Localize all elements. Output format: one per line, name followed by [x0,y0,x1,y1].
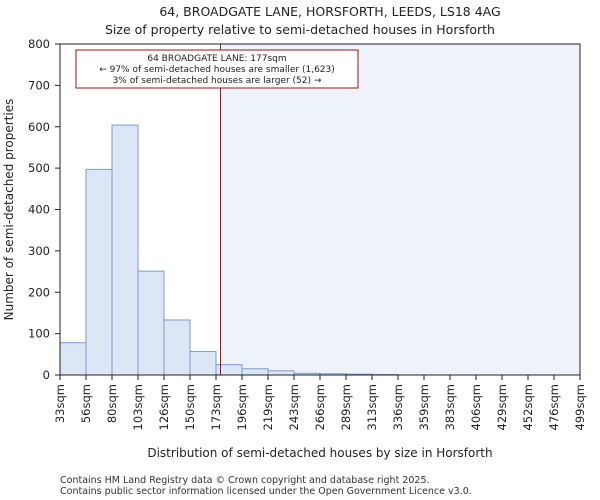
x-tick-label-336sqm: 336sqm [391,384,405,430]
x-tick-label-289sqm: 289sqm [339,384,353,430]
x-axis-label: Distribution of semi-detached houses by … [147,446,492,460]
annotation-box: 64 BROADGATE LANE: 177sqm ← 97% of semi-… [75,49,359,89]
y-tick-label-800: 800 [28,37,50,51]
bars [59,124,399,376]
x-tick-label-406sqm: 406sqm [469,384,483,430]
y-tick-label-0: 0 [43,368,50,382]
y-tick-label-700: 700 [28,78,50,92]
y-tick-label-300: 300 [28,244,50,258]
footer-line-1: Contains HM Land Registry data © Crown c… [60,475,430,486]
x-tick-label-383sqm: 383sqm [443,384,457,430]
bar-196sqm [241,368,269,376]
bar-33sqm [59,342,87,376]
x-tick-label-313sqm: 313sqm [365,384,379,430]
bar-103sqm [137,270,165,376]
bar-56sqm [85,168,113,376]
bar-80sqm [111,124,139,376]
bar-126sqm [163,319,191,376]
x-tick-label-359sqm: 359sqm [417,384,431,430]
annotation-line-3: 3% of semi-detached houses are larger (5… [113,76,322,86]
y-tick-label-100: 100 [28,327,50,341]
y-tick-label-600: 600 [28,120,50,134]
x-tick-label-196sqm: 196sqm [235,384,249,430]
annotation-border [75,49,359,89]
y-axis-label: Number of semi-detached properties [2,99,16,321]
x-tick-label-126sqm: 126sqm [157,384,171,430]
x-tick-label-150sqm: 150sqm [183,384,197,430]
y-tick-label-500: 500 [28,161,50,175]
bar-173sqm [215,364,243,376]
larger-properties-region [220,44,581,375]
bar-219sqm [267,370,295,376]
y-axis: 0 100 200 300 400 500 600 700 800 [28,37,60,382]
y-tick-label-200: 200 [28,285,50,299]
footer-line-2: Contains public sector information licen… [60,486,472,497]
annotation-line-1: 64 BROADGATE LANE: 177sqm [147,54,286,64]
x-tick-label-429sqm: 429sqm [495,384,509,430]
x-tick-label-499sqm: 499sqm [573,384,587,430]
x-tick-label-80sqm: 80sqm [105,384,119,423]
chart-subtitle: Size of property relative to semi-detach… [105,22,495,37]
chart-title: 64, BROADGATE LANE, HORSFORTH, LEEDS, LS… [159,4,500,19]
x-tick-label-243sqm: 243sqm [287,384,301,430]
x-tick-label-452sqm: 452sqm [521,384,535,430]
x-tick-label-476sqm: 476sqm [547,384,561,430]
x-tick-label-219sqm: 219sqm [261,384,275,430]
x-tick-label-103sqm: 103sqm [131,384,145,430]
x-tick-label-56sqm: 56sqm [79,384,93,423]
bar-150sqm [189,350,217,376]
x-axis: 33sqm 56sqm 80sqm 103sqm 126sqm 150sqm 173sqm 1… [53,375,587,430]
y-tick-label-400: 400 [28,203,50,217]
annotation-line-2: ← 97% of semi-detached houses are smalle… [99,65,335,75]
x-tick-label-33sqm: 33sqm [53,384,67,423]
x-tick-label-173sqm: 173sqm [209,384,223,430]
x-tick-label-266sqm: 266sqm [313,384,327,430]
